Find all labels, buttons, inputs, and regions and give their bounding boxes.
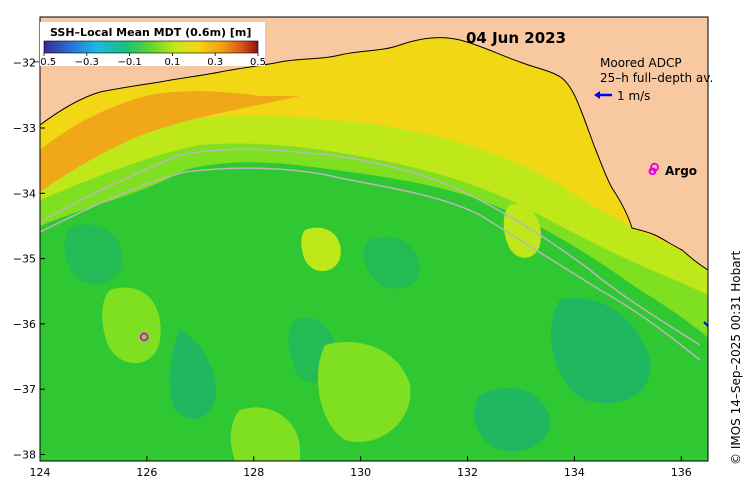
adcp-legend-title: Moored ADCP bbox=[600, 56, 682, 70]
plot-frame bbox=[39, 16, 709, 462]
adcp-legend: Moored ADCP 25–h full–depth av. 1 m/s bbox=[594, 56, 713, 103]
longitude-axis: 124 126 128 130 132 134 136 bbox=[30, 456, 692, 479]
colorbar-tick-label: −0.5 bbox=[32, 57, 56, 68]
ssh-eddy-dark-2 bbox=[474, 388, 551, 452]
ssh-eddy-dark-1 bbox=[169, 330, 216, 419]
lat-tick-label: −37 bbox=[13, 383, 36, 396]
scale-vector-head bbox=[594, 91, 600, 99]
argo-legend-label: Argo bbox=[665, 164, 697, 178]
lat-tick-label: −38 bbox=[13, 448, 36, 461]
argo-legend: o Argo bbox=[648, 164, 697, 179]
imos-credit: © IMOS 14–Sep–2025 00:31 Hobart bbox=[729, 251, 743, 465]
lon-tick-label: 124 bbox=[30, 466, 51, 479]
lat-tick-label: −34 bbox=[13, 187, 36, 200]
lon-tick-label: 132 bbox=[457, 466, 478, 479]
scale-vector-label: 1 m/s bbox=[617, 89, 650, 103]
ssh-patch-light-1 bbox=[102, 287, 161, 364]
lon-tick-label: 136 bbox=[671, 466, 692, 479]
argo-float-layer bbox=[139, 162, 659, 342]
lat-tick-label: −35 bbox=[13, 253, 36, 266]
ssh-patch-light-5 bbox=[230, 407, 300, 461]
ssh-band-orange bbox=[40, 91, 300, 192]
lat-tick-label: −32 bbox=[13, 57, 36, 70]
argo-float-marker bbox=[139, 332, 149, 342]
lon-tick-label: 130 bbox=[350, 466, 371, 479]
plot-area bbox=[40, 17, 708, 461]
colorbar-title: SSH–Local Mean MDT (0.6m) [m] bbox=[50, 26, 251, 39]
adcp-vector bbox=[703, 321, 708, 327]
shelf-contour-inner bbox=[40, 167, 701, 361]
ssh-patch-light-3 bbox=[301, 227, 341, 272]
lat-tick-label: −33 bbox=[13, 122, 36, 135]
ssh-eddy-dark-6 bbox=[363, 236, 420, 289]
map-date-title: 04 Jun 2023 bbox=[466, 29, 566, 47]
lon-tick-label: 134 bbox=[564, 466, 585, 479]
latitude-axis: −32 −33 −34 −35 −36 −37 −38 bbox=[13, 57, 45, 461]
argo-float-marker bbox=[650, 162, 659, 172]
argo-legend-marker: o bbox=[648, 164, 657, 179]
colorbar-tick-label: −0.3 bbox=[75, 57, 99, 68]
ssh-patch-light-2 bbox=[317, 341, 411, 442]
colorbar-ticks: −0.5 −0.3 −0.1 0.1 0.3 0.5 bbox=[32, 53, 266, 68]
ssh-eddy-dark-3 bbox=[550, 298, 651, 404]
colorbar-tick-label: 0.5 bbox=[250, 57, 266, 68]
ssh-band-yellow bbox=[40, 17, 708, 262]
shelf-contour bbox=[40, 148, 701, 346]
colorbar-ramp bbox=[43, 40, 259, 54]
colorbar-tick-label: 0.1 bbox=[164, 57, 180, 68]
adcp-legend-subtitle: 25–h full–depth av. bbox=[600, 71, 713, 85]
colorbar-tick-label: −0.1 bbox=[117, 57, 141, 68]
ssh-eddy-dark-4 bbox=[64, 224, 123, 285]
lat-tick-label: −36 bbox=[13, 318, 36, 331]
colorbar-tick-label: 0.3 bbox=[207, 57, 223, 68]
colorbar: SSH–Local Mean MDT (0.6m) [m] −0.5 −0.3 −0… bbox=[32, 22, 266, 68]
lon-tick-label: 126 bbox=[136, 466, 157, 479]
lon-tick-label: 128 bbox=[243, 466, 264, 479]
